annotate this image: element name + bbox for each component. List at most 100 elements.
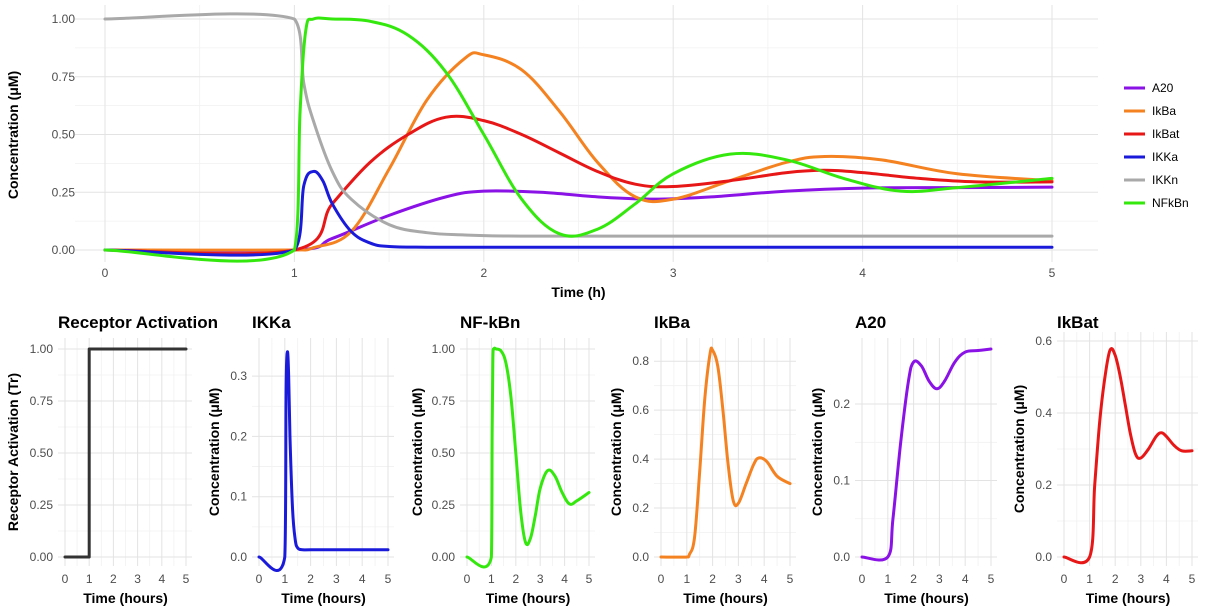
y-axis-title: Receptor Activation (Tr) bbox=[5, 373, 21, 531]
x-tick-label: 3 bbox=[1137, 572, 1144, 586]
y-tick-label: 0.25 bbox=[52, 185, 76, 199]
y-tick-label: 0.0 bbox=[230, 550, 247, 564]
x-tick-label: 3 bbox=[735, 572, 742, 586]
x-tick-label: 3 bbox=[537, 572, 544, 586]
legend-item: IKKa bbox=[1124, 150, 1178, 164]
x-tick-label: 5 bbox=[787, 572, 794, 586]
x-tick-label: 0 bbox=[1061, 572, 1068, 586]
y-axis-title: Concentration (μM) bbox=[809, 388, 825, 516]
y-tick-label: 0.2 bbox=[1035, 478, 1052, 492]
y-tick-label: 0.0 bbox=[632, 550, 649, 564]
x-tick-label: 5 bbox=[183, 572, 190, 586]
small-chart-5: 0 1 2 3 4 5 0.0 0.1 0.2 Time (hours) Concentration… bbox=[809, 313, 997, 606]
x-tick-label: 4 bbox=[561, 572, 568, 586]
x-tick-label: 0 bbox=[658, 572, 665, 586]
gridlines bbox=[75, 5, 1098, 262]
gridlines bbox=[58, 338, 192, 566]
series-line bbox=[659, 346, 792, 559]
x-tick-label: 1 bbox=[683, 572, 690, 586]
x-tick-label: 4 bbox=[359, 572, 366, 586]
series-line-ikba bbox=[103, 51, 1054, 252]
chart-title: Receptor Activation bbox=[58, 313, 218, 332]
legend-item: IkBa bbox=[1124, 104, 1176, 118]
x-axis-title: Time (hours) bbox=[683, 590, 768, 606]
gridlines bbox=[855, 338, 997, 566]
series-line bbox=[63, 347, 188, 559]
x-axis-title: Time (hours) bbox=[83, 590, 168, 606]
legend: A20 IkBa IkBat IKKa IKKn NFkBn bbox=[1124, 81, 1189, 210]
x-tick-label: 4 bbox=[761, 572, 768, 586]
legend-item: NFkBn bbox=[1124, 196, 1189, 210]
y-axis-title: Concentration (μM) bbox=[409, 388, 425, 516]
y-tick-label: 0.75 bbox=[30, 394, 54, 408]
x-axis-title: Time (hours) bbox=[486, 590, 571, 606]
y-tick-label: 0.2 bbox=[833, 397, 850, 411]
y-tick-label: 0.4 bbox=[1035, 406, 1052, 420]
y-tick-label: 0.0 bbox=[1035, 550, 1052, 564]
x-axis-title: Time (hours) bbox=[884, 590, 969, 606]
chart-title: A20 bbox=[855, 313, 886, 332]
x-tick-label: 2 bbox=[307, 572, 314, 586]
series-line bbox=[860, 347, 993, 562]
series-line-ikka bbox=[103, 169, 1054, 257]
x-tick-label: 3 bbox=[333, 572, 340, 586]
small-chart-4: 0 1 2 3 4 5 0.0 0.2 0.4 0.6 0.8 Time (hours) Concent… bbox=[608, 313, 796, 606]
y-axis-title: Concentration (μM) bbox=[5, 71, 21, 199]
y-tick-label: 0.50 bbox=[30, 446, 54, 460]
x-tick-label: 4 bbox=[158, 572, 165, 586]
y-tick-label: 0.50 bbox=[432, 446, 456, 460]
y-axis-title: Concentration (μM) bbox=[1011, 385, 1027, 513]
small-chart-3: 0 1 2 3 4 5 0.00 0.25 0.50 0.75 1.00 Time (hours) Co… bbox=[409, 313, 595, 606]
small-chart-6: 0 1 2 3 4 5 0.0 0.2 0.4 0.6 Time (hours) Concentrat… bbox=[1011, 313, 1198, 606]
x-tick-label: 1 bbox=[488, 572, 495, 586]
series-line bbox=[257, 350, 390, 573]
x-tick-label: 5 bbox=[586, 572, 593, 586]
series-line-ikbat bbox=[103, 114, 1054, 256]
y-tick-label: 0.00 bbox=[432, 550, 456, 564]
chart-title: IkBa bbox=[654, 313, 690, 332]
gridlines bbox=[460, 338, 595, 566]
x-tick-label: 4 bbox=[962, 572, 969, 586]
y-tick-label: 0.25 bbox=[30, 498, 54, 512]
x-tick-label: 4 bbox=[859, 266, 866, 280]
x-tick-label: 0 bbox=[859, 572, 866, 586]
legend-item: A20 bbox=[1124, 81, 1174, 95]
legend-label: NFkBn bbox=[1152, 196, 1189, 210]
x-tick-label: 1 bbox=[291, 266, 298, 280]
y-tick-label: 0.1 bbox=[833, 474, 850, 488]
y-tick-label: 0.75 bbox=[432, 394, 456, 408]
y-tick-label: 0.75 bbox=[52, 70, 76, 84]
y-tick-label: 0.50 bbox=[52, 128, 76, 142]
y-tick-label: 0.2 bbox=[230, 429, 247, 443]
y-axis-title: Concentration (μM) bbox=[608, 388, 624, 516]
y-tick-label: 1.00 bbox=[30, 342, 54, 356]
y-tick-label: 0.0 bbox=[833, 550, 850, 564]
y-tick-label: 0.2 bbox=[632, 501, 649, 515]
series-line bbox=[465, 346, 591, 569]
legend-label: IKKa bbox=[1152, 150, 1178, 164]
x-tick-label: 0 bbox=[464, 572, 471, 586]
x-tick-label: 0 bbox=[256, 572, 263, 586]
y-tick-label: 0.4 bbox=[632, 452, 649, 466]
legend-label: IkBa bbox=[1152, 104, 1176, 118]
x-tick-label: 3 bbox=[134, 572, 141, 586]
small-chart-1: 0 1 2 3 4 5 0.00 0.25 0.50 0.75 1.00 Time (hours) Re… bbox=[5, 313, 218, 606]
y-tick-label: 0.6 bbox=[632, 403, 649, 417]
y-axis-title: Concentration (μM) bbox=[206, 388, 222, 516]
legend-label: IkBat bbox=[1152, 127, 1180, 141]
x-axis-title: Time (hours) bbox=[281, 590, 366, 606]
x-tick-label: 0 bbox=[102, 266, 109, 280]
y-tick-label: 0.1 bbox=[230, 490, 247, 504]
gridlines bbox=[1057, 332, 1198, 566]
x-tick-label: 5 bbox=[988, 572, 995, 586]
legend-label: IKKn bbox=[1152, 173, 1178, 187]
series-line-a20 bbox=[103, 185, 1054, 253]
x-tick-label: 2 bbox=[512, 572, 519, 586]
x-tick-label: 2 bbox=[110, 572, 117, 586]
x-tick-label: 2 bbox=[480, 266, 487, 280]
x-tick-label: 0 bbox=[62, 572, 69, 586]
legend-item: IkBat bbox=[1124, 127, 1180, 141]
x-tick-label: 1 bbox=[1086, 572, 1093, 586]
main-chart: 0 1 2 3 4 5 0.00 0.25 0.50 0.75 1.00 Time (h) Concen… bbox=[5, 5, 1189, 300]
x-tick-label: 5 bbox=[1049, 266, 1056, 280]
